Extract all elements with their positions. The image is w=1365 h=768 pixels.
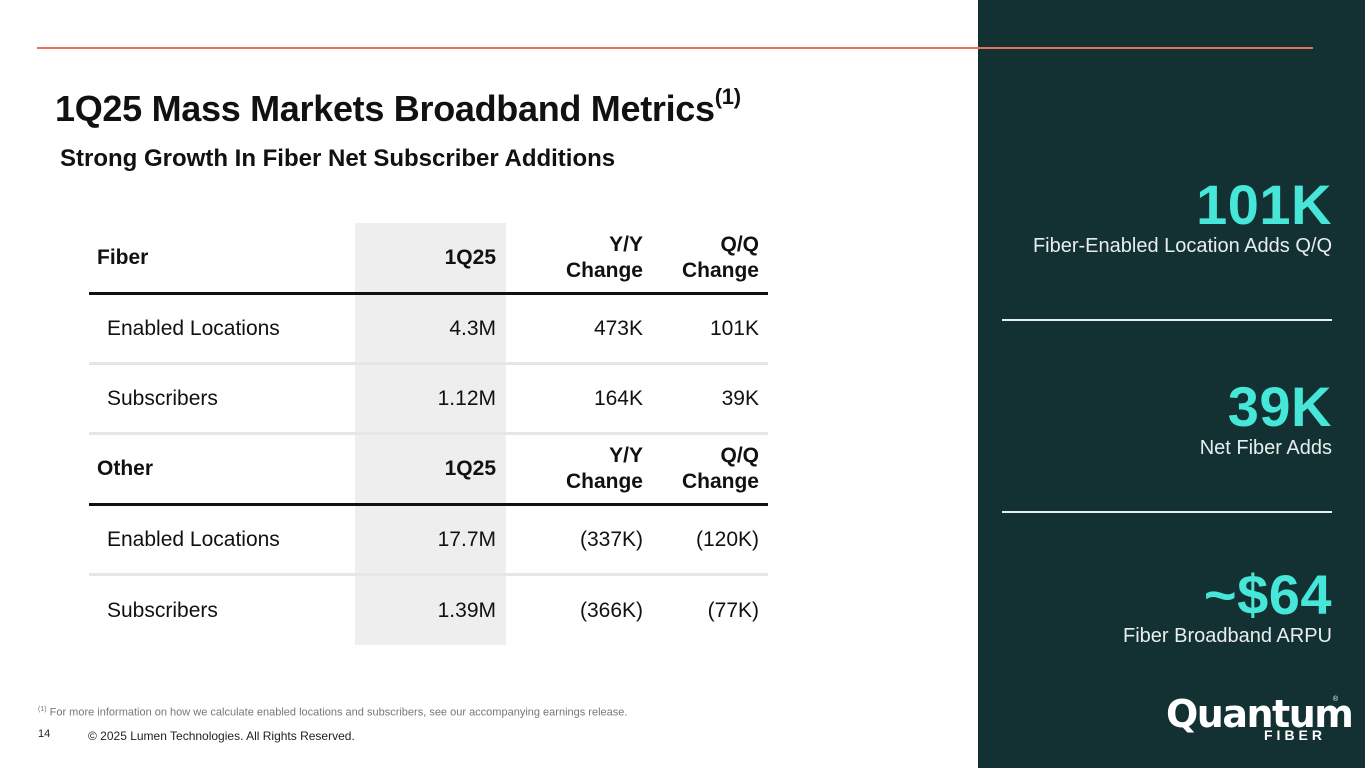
sidebar-divider <box>1002 319 1332 321</box>
row-yy: 473K <box>593 316 643 340</box>
row-1q25: 1.12M <box>437 386 496 410</box>
stat-fiber-arpu: ~$64 Fiber Broadband ARPU <box>1123 565 1332 648</box>
row-label: Subscribers <box>107 386 218 410</box>
row-yy: 164K <box>593 386 643 410</box>
logo-wordmark: Quantum <box>1166 692 1354 736</box>
row-1q25: 17.7M <box>437 527 496 551</box>
stat-fiber-enabled-adds: 101K Fiber-Enabled Location Adds Q/Q <box>1033 175 1332 258</box>
fiber-col-qq: Q/Q Change <box>681 232 759 282</box>
footnote: (1) For more information on how we calcu… <box>38 706 627 719</box>
row-label: Subscribers <box>107 599 218 622</box>
row-yy: (337K) <box>579 527 643 551</box>
stat-value: 39K <box>1227 375 1332 438</box>
other-col-1q25: 1Q25 <box>444 456 496 480</box>
other-section-label: Other <box>97 456 154 480</box>
fiber-header-row: Fiber 1Q25 Y/Y Change Q/Q Change <box>89 223 768 295</box>
fiber-col-yy: Y/Y Change <box>565 232 643 282</box>
other-col-qq: Q/Q Change <box>681 443 759 493</box>
stat-net-fiber-adds: 39K Net Fiber Adds <box>1200 377 1332 460</box>
row-1q25: 4.3M <box>449 316 496 340</box>
sidebar-divider <box>1002 511 1332 513</box>
stat-label: Fiber-Enabled Location Adds Q/Q <box>1032 235 1332 257</box>
other-col-yy: Y/Y Change <box>565 443 643 493</box>
page-number: 14 <box>38 728 51 740</box>
table-row: Subscribers 1.12M 164K 39K <box>89 365 768 435</box>
top-accent-rule <box>37 47 1313 49</box>
table-row: Enabled Locations 4.3M 473K 101K <box>89 295 768 365</box>
fiber-col-1q25: 1Q25 <box>444 245 496 269</box>
highlights-sidebar <box>978 0 1365 768</box>
stat-label: Fiber Broadband ARPU <box>1122 625 1332 647</box>
page-subtitle: Strong Growth In Fiber Net Subscriber Ad… <box>60 145 616 172</box>
page-title: 1Q25 Mass Markets Broadband Metrics(1) <box>55 84 741 130</box>
row-qq: (77K) <box>707 599 759 622</box>
row-1q25: 1.39M <box>437 599 496 622</box>
title-footnote-ref: (1) <box>714 84 741 109</box>
footnote-marker: (1) <box>38 706 47 713</box>
row-qq: (120K) <box>695 527 759 551</box>
logo-subword: FIBER <box>1264 727 1326 743</box>
table-row: Subscribers 1.39M (366K) (77K) <box>89 576 768 646</box>
stat-value: ~$64 <box>1203 563 1332 626</box>
table-row: Enabled Locations 17.7M (337K) (120K) <box>89 506 768 576</box>
row-label: Enabled Locations <box>107 527 280 551</box>
quantum-fiber-logo: Quantum ® FIBER <box>1166 694 1354 746</box>
metrics-table: Fiber 1Q25 Y/Y Change Q/Q Change Enabled… <box>89 223 768 646</box>
stat-value: 101K <box>1196 173 1332 236</box>
row-label: Enabled Locations <box>107 316 280 340</box>
copyright: © 2025 Lumen Technologies. All Rights Re… <box>88 729 355 743</box>
fiber-section-label: Fiber <box>97 245 149 269</box>
logo-registered-mark: ® <box>1332 696 1338 703</box>
row-qq: 39K <box>721 386 759 410</box>
stat-label: Net Fiber Adds <box>1199 437 1332 459</box>
other-header-row: Other 1Q25 Y/Y Change Q/Q Change <box>89 434 768 506</box>
footnote-text: For more information on how we calculate… <box>46 706 628 719</box>
row-yy: (366K) <box>579 599 643 622</box>
row-qq: 101K <box>709 316 759 340</box>
